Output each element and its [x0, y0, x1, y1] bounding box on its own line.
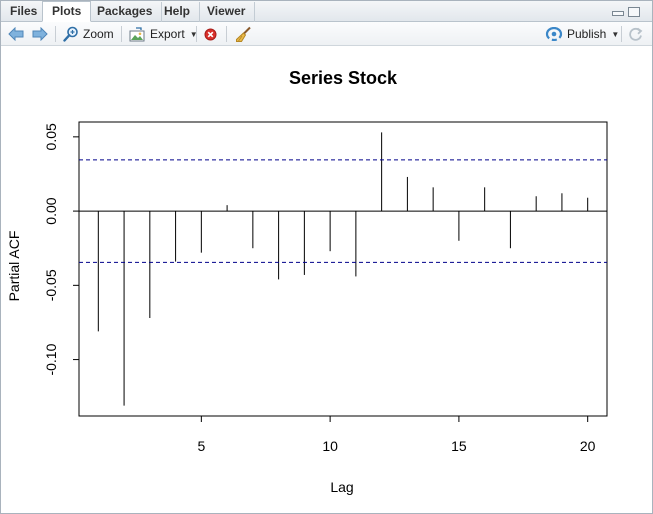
- back-button[interactable]: [8, 25, 24, 43]
- y-tick-label-3: -0.10: [43, 343, 59, 375]
- tab-plots[interactable]: Plots: [42, 1, 92, 22]
- x-tick-label-20: 20: [580, 438, 596, 454]
- zoom-icon: [63, 26, 78, 42]
- y-tick-label-1: 0.00: [43, 197, 59, 224]
- x-tick-label-5: 5: [197, 438, 205, 454]
- x-axis-label: Lag: [330, 479, 353, 495]
- x-axis: 5 10 15 20: [197, 416, 596, 454]
- confidence-bounds: [79, 159, 607, 263]
- toolbar-separator: [121, 26, 122, 42]
- x-tick-label-10: 10: [322, 438, 338, 454]
- maximize-pane-button[interactable]: [628, 7, 640, 17]
- export-image-icon: [129, 26, 145, 41]
- y-tick-label-0: 0.05: [43, 123, 59, 150]
- export-button[interactable]: Export ▼: [129, 25, 198, 43]
- publish-label: Publish: [567, 27, 607, 41]
- plot-frame: [78, 121, 608, 417]
- tab-packages[interactable]: Packages: [88, 2, 163, 22]
- tab-viewer[interactable]: Viewer: [198, 2, 256, 22]
- toolbar-separator: [55, 26, 56, 42]
- arrow-left-icon: [8, 27, 24, 41]
- arrow-right-icon: [32, 27, 48, 41]
- y-axis-label: Partial ACF: [6, 231, 22, 302]
- publish-button[interactable]: Publish ▼: [545, 25, 619, 43]
- x-tick-label-15: 15: [451, 438, 467, 454]
- zoom-label: Zoom: [83, 27, 114, 41]
- chevron-down-icon: ▼: [611, 29, 620, 39]
- toolbar-separator: [226, 26, 227, 42]
- pacf-bars: [97, 132, 589, 406]
- refresh-button[interactable]: [628, 25, 643, 43]
- plots-toolbar: Zoom Export ▼: [1, 22, 652, 46]
- y-tick-label-2: -0.05: [43, 269, 59, 301]
- tab-help[interactable]: Help: [155, 2, 201, 22]
- toolbar-separator: [196, 26, 197, 42]
- zoom-button[interactable]: Zoom: [63, 25, 114, 43]
- chevron-down-icon: ▼: [189, 29, 198, 39]
- forward-button[interactable]: [32, 25, 48, 43]
- y-axis: 0.05 0.00 -0.05 -0.10: [43, 123, 79, 376]
- chart-title: Series Stock: [289, 68, 398, 88]
- broom-icon: [236, 26, 251, 42]
- export-label: Export: [150, 27, 185, 41]
- publish-icon: [545, 27, 563, 41]
- pane-tab-bar: Files Plots Packages Help Viewer: [1, 1, 652, 22]
- remove-plot-button[interactable]: [204, 25, 217, 43]
- remove-plot-icon: [204, 28, 217, 40]
- clear-all-plots-button[interactable]: [235, 25, 252, 43]
- toolbar-separator: [621, 26, 622, 42]
- refresh-icon: [629, 27, 643, 41]
- minimize-pane-button[interactable]: [612, 11, 624, 16]
